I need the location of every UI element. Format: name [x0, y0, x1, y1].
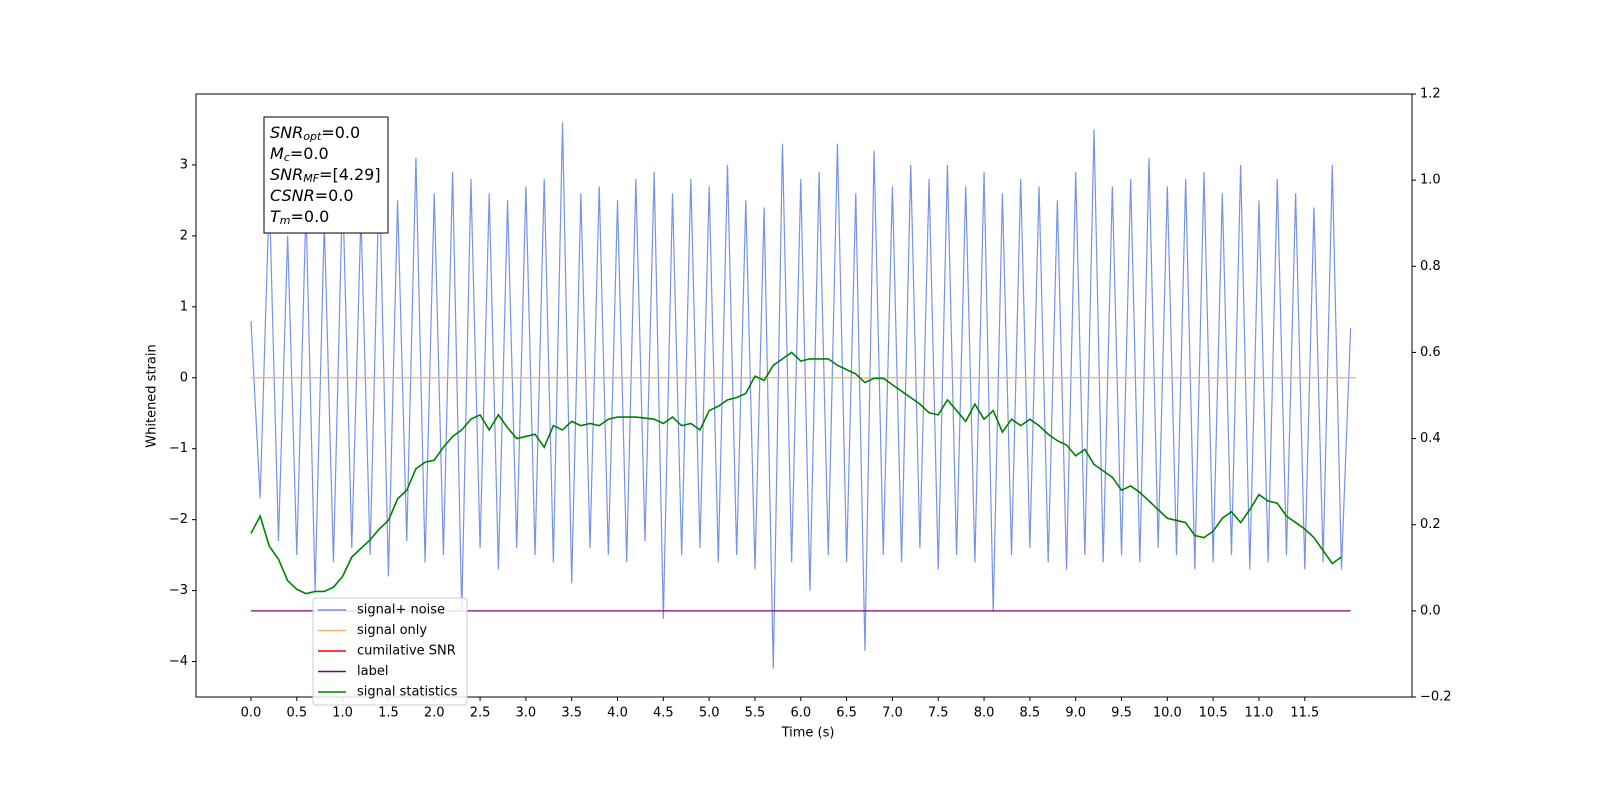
x-tick-label: 1.5: [378, 706, 399, 721]
x-tick-label: 9.5: [1111, 706, 1132, 721]
y2-tick-label: 0.6: [1420, 345, 1441, 360]
stats-value: =0.0: [321, 123, 360, 142]
y-tick-label: −3: [169, 583, 188, 598]
x-tick-label: 7.0: [882, 706, 903, 721]
stats-line: SNRopt=0.0: [270, 123, 360, 144]
stats-sub: opt: [303, 130, 322, 143]
x-tick-label: 4.0: [607, 706, 628, 721]
legend-label: signal only: [357, 623, 427, 638]
y-tick-label: −2: [169, 512, 188, 527]
x-tick-label: 8.0: [974, 706, 995, 721]
y2-tick-label: 0.2: [1420, 517, 1441, 532]
y2-tick-label: 1.0: [1420, 173, 1441, 188]
stats-line: Mc=0.0: [270, 144, 329, 165]
y-axis-label: Whitened strain: [145, 344, 160, 447]
x-tick-label: 5.5: [745, 706, 766, 721]
x-tick-label: 0.0: [241, 706, 262, 721]
y2-tick-label: 0.8: [1420, 259, 1441, 274]
stats-box-frame: [263, 116, 389, 234]
legend-label: cumilative SNR: [357, 644, 456, 659]
stats-name: T: [270, 207, 281, 226]
x-tick-label: 10.5: [1199, 706, 1228, 721]
x-tick-label: 0.5: [286, 706, 307, 721]
x-tick-label: 8.5: [1020, 706, 1041, 721]
x-tick-label: 3.0: [516, 706, 537, 721]
legend-label: signal statistics: [357, 685, 458, 700]
y2-tick-label: 1.2: [1420, 87, 1441, 102]
stats-sub: MF: [303, 172, 319, 185]
y-tick-label: 3: [180, 157, 188, 172]
x-tick-label: 5.0: [699, 706, 720, 721]
stats-value: =0.0: [315, 186, 354, 205]
x-tick-label: 7.5: [928, 706, 949, 721]
stats-name: CSNR: [270, 186, 315, 205]
y2-tick-label: 0.0: [1420, 603, 1441, 618]
series-line: [250, 122, 1352, 669]
stats-name: M: [270, 144, 284, 163]
y-tick-label: 1: [180, 299, 188, 314]
stats-line: Tm=0.0: [270, 207, 329, 228]
x-tick-label: 1.0: [332, 706, 353, 721]
legend-label: label: [357, 664, 388, 679]
plot-area: [250, 122, 1357, 669]
y2-tick-label: 0.4: [1420, 431, 1441, 446]
stats-line: CSNR=0.0: [270, 186, 354, 205]
stats-box: SNRopt=0.0Mc=0.0SNRMF=[4.29]CSNR=0.0Tm=0…: [263, 116, 389, 234]
stats-sub: c: [284, 151, 290, 164]
legend-frame: [312, 597, 468, 706]
y-tick-label: −1: [169, 441, 188, 456]
x-tick-label: 4.5: [653, 706, 674, 721]
x-tick-label: 9.0: [1065, 706, 1086, 721]
x-axis-label: Time (s): [781, 726, 835, 741]
stats-sub: m: [280, 214, 291, 227]
x-tick-label: 2.0: [424, 706, 445, 721]
x-tick-label: 11.5: [1290, 706, 1319, 721]
axes-frame: [195, 93, 1413, 698]
stats-value: =[4.29]: [319, 165, 381, 184]
stats-value: =0.0: [291, 207, 330, 226]
x-tick-label: 6.0: [790, 706, 811, 721]
y2-tick-label: −0.2: [1420, 690, 1452, 705]
legend: signal+ noise signal only cumilative SNR la…: [312, 597, 468, 706]
x-tick-label: 2.5: [470, 706, 491, 721]
legend-label: signal+ noise: [357, 603, 445, 618]
stats-name: SNR: [270, 165, 303, 184]
x-tick-label: 3.5: [561, 706, 582, 721]
stats-line: SNRMF=[4.29]: [270, 165, 381, 186]
series-line: [250, 351, 1342, 595]
x-tick-label: 10.0: [1153, 706, 1182, 721]
x-tick-label: 11.0: [1244, 706, 1273, 721]
x-tick-label: 6.5: [836, 706, 857, 721]
y-tick-label: 2: [180, 228, 188, 243]
y-tick-label: 0: [180, 370, 188, 385]
y-tick-label: −4: [169, 654, 188, 669]
stats-value: =0.0: [290, 144, 329, 163]
stats-name: SNR: [270, 123, 303, 142]
